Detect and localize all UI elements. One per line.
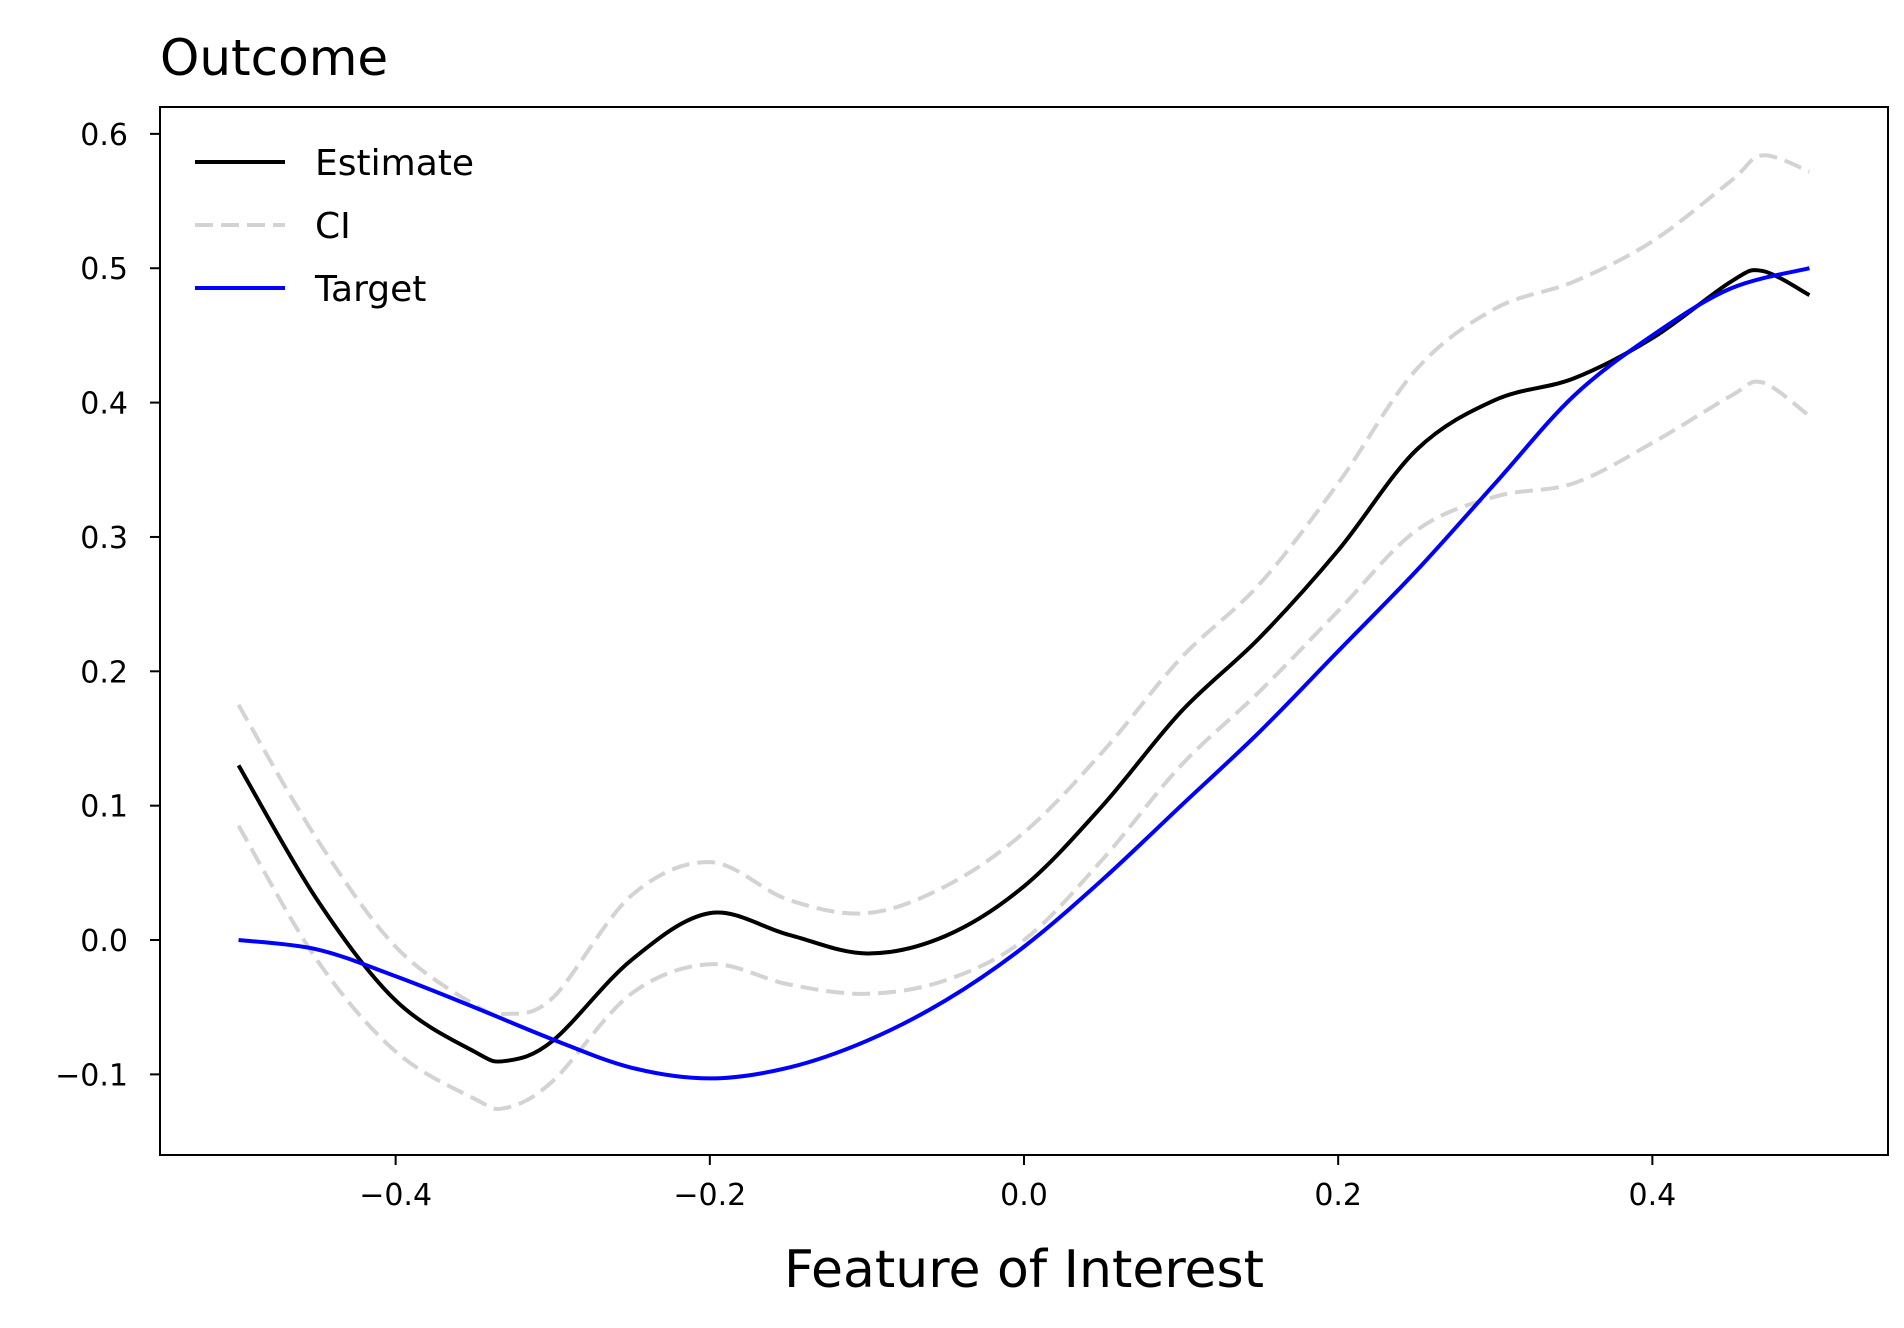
x-axis: −0.4 −0.2 0.0 0.2 0.4 bbox=[359, 1155, 1676, 1213]
legend: Estimate CI Target bbox=[195, 143, 474, 310]
x-tick-label: −0.2 bbox=[673, 1178, 746, 1213]
series-layer bbox=[236, 153, 1811, 1112]
x-tick-label: 0.4 bbox=[1629, 1178, 1677, 1213]
y-tick-label: 0.5 bbox=[80, 252, 128, 287]
y-tick-label: −0.1 bbox=[55, 1058, 128, 1093]
y-tick-label: 0.4 bbox=[80, 387, 128, 422]
y-tick-label: 0.3 bbox=[80, 521, 128, 556]
y-tick-label: 0.0 bbox=[80, 924, 128, 959]
legend-label-target: Target bbox=[314, 269, 426, 310]
series-line-estimate bbox=[236, 268, 1811, 1064]
y-tick-label: 0.2 bbox=[80, 655, 128, 690]
y-axis: −0.1 0.0 0.1 0.2 0.3 0.4 0.5 0.6 bbox=[55, 118, 160, 1093]
plot-frame bbox=[159, 106, 1889, 1156]
chart-title: Outcome bbox=[160, 29, 388, 87]
series-line-target bbox=[238, 266, 1810, 1081]
x-tick-label: 0.2 bbox=[1314, 1178, 1362, 1213]
legend-label-estimate: Estimate bbox=[315, 143, 474, 184]
y-tick-label: 0.1 bbox=[80, 790, 128, 825]
x-axis-label: Feature of Interest bbox=[784, 1240, 1264, 1300]
legend-label-ci: CI bbox=[315, 206, 351, 247]
x-tick-label: −0.4 bbox=[359, 1178, 432, 1213]
series-line-ci-lower bbox=[236, 379, 1811, 1112]
y-tick-label: 0.6 bbox=[80, 118, 128, 153]
x-tick-label: 0.0 bbox=[1000, 1178, 1048, 1213]
